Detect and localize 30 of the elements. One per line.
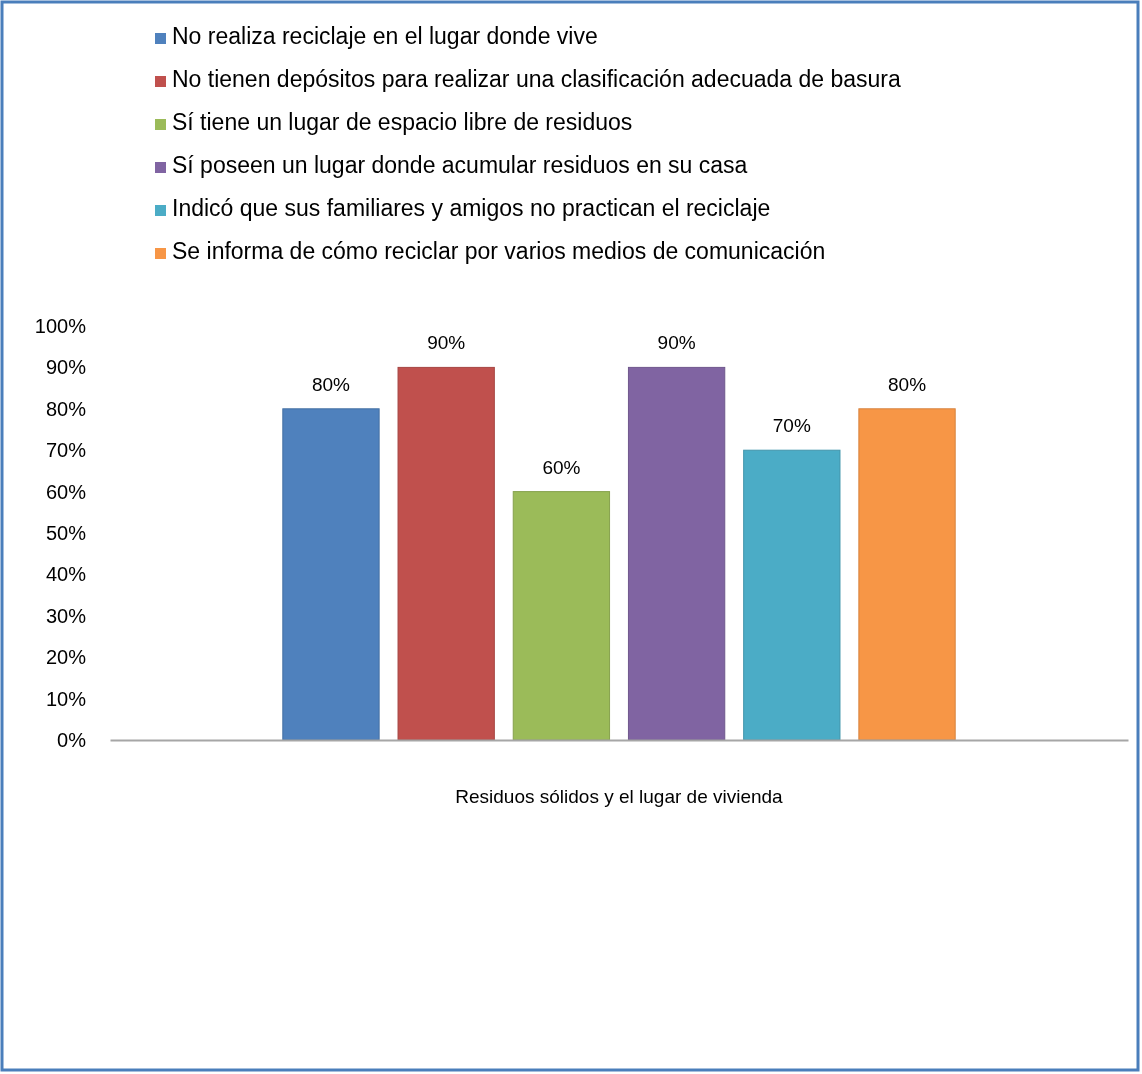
text: 60% — [542, 456, 581, 478]
text: 90% — [427, 332, 466, 354]
legend-label: No tienen depósitos para realizar una clasificación adecuada de basura — [172, 66, 902, 92]
text: 90% — [657, 332, 696, 354]
y-tick-label: 60% — [45, 480, 87, 503]
legend-label: Sí tiene un lugar de espacio libre de residuos — [172, 109, 633, 135]
text: 80% — [888, 373, 927, 395]
bar — [858, 408, 956, 741]
bar — [512, 491, 611, 741]
y-tick-label: 80% — [45, 397, 87, 420]
y-tick-label: 0% — [57, 728, 87, 751]
legend-label: No realiza reciclaje en el lugar donde vive — [172, 23, 598, 49]
text: 80% — [311, 373, 350, 395]
y-tick-label: 50% — [45, 521, 87, 544]
y-tick-label: 40% — [45, 563, 87, 586]
y-tick-label: 90% — [45, 356, 87, 379]
y-tick-label: 20% — [45, 646, 87, 669]
bar — [282, 408, 380, 741]
bar — [743, 449, 841, 741]
legend-label: Sí poseen un lugar donde acumular residuos en su casa — [172, 152, 748, 178]
y-tick-label: 10% — [45, 687, 87, 710]
bar — [627, 366, 726, 741]
bar — [397, 366, 495, 741]
y-tick-label: 70% — [45, 439, 87, 462]
text: 70% — [772, 415, 811, 437]
y-tick-label: 100% — [34, 314, 87, 337]
legend-label: Se informa de cómo reciclar por varios medios de comunicación — [172, 238, 826, 264]
x-axis-title: Residuos sólidos y el lugar de vivienda — [455, 786, 784, 807]
legend-label: Indicó que sus familiares y amigos no practican el reciclaje — [172, 195, 771, 221]
y-tick-label: 30% — [45, 604, 87, 627]
